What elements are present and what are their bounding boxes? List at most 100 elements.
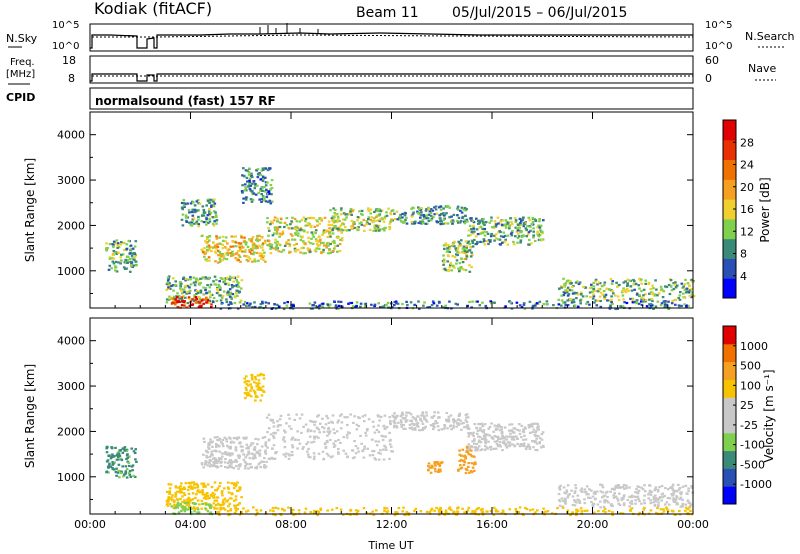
scatter-cell <box>170 499 174 502</box>
scatter-cell <box>187 485 191 488</box>
scatter-cell <box>112 468 116 471</box>
scatter-cell <box>291 216 294 219</box>
scatter-cell <box>109 457 113 460</box>
scatter-cell <box>331 227 335 230</box>
scatter-cell <box>448 245 451 248</box>
scatter-cell <box>464 214 467 217</box>
scatter-cell <box>221 438 225 442</box>
scatter-cell <box>438 463 441 466</box>
scatter-cell <box>428 510 431 513</box>
scatter-cell <box>472 463 476 466</box>
scatter-cell <box>355 428 359 431</box>
scatter-cell <box>208 212 211 215</box>
scatter-cell <box>284 455 287 458</box>
scatter-cell <box>640 290 643 293</box>
scatter-cell <box>573 491 577 495</box>
scatter-cell <box>433 467 437 470</box>
scatter-cell <box>638 277 641 280</box>
scatter-cell <box>248 187 252 190</box>
scatter-cell <box>510 435 513 438</box>
scatter-cell <box>649 291 653 294</box>
scatter-cell <box>458 453 462 456</box>
scatter-cell <box>215 215 218 218</box>
scatter-cell <box>528 509 532 512</box>
scatter-cell <box>257 438 260 441</box>
scatter-cell <box>614 294 617 297</box>
scatter-cell <box>244 386 248 389</box>
scatter-cell <box>228 436 231 439</box>
scatter-cell <box>504 219 508 222</box>
scatter-cell <box>312 217 316 220</box>
scatter-cell <box>563 501 567 504</box>
scatter-cell <box>124 258 127 261</box>
scatter-cell <box>194 289 197 292</box>
scatter-cell <box>247 185 250 188</box>
scatter-cell <box>270 179 274 182</box>
scatter-cell <box>479 449 483 452</box>
scatter-cell <box>640 300 643 303</box>
scatter-cell <box>382 425 385 428</box>
scatter-cell <box>257 259 260 262</box>
scatter-cell <box>359 302 363 305</box>
scatter-cell <box>244 183 247 186</box>
scatter-cell <box>681 502 685 505</box>
scatter-cell <box>182 198 186 202</box>
scatter-cell <box>180 282 183 285</box>
scatter-cell <box>197 306 201 309</box>
scatter-cell <box>220 458 223 461</box>
scatter-cell <box>419 510 423 513</box>
scatter-cell <box>565 490 569 493</box>
scatter-cell <box>195 277 198 280</box>
scatter-cell <box>235 483 238 487</box>
scatter-cell <box>221 243 225 246</box>
scatter-cell <box>375 444 379 447</box>
scatter-cell <box>336 236 340 239</box>
scatter-cell <box>248 179 251 182</box>
scatter-cell <box>266 446 269 449</box>
scatter-cell <box>192 222 196 225</box>
scatter-cell <box>127 239 131 242</box>
scatter-cell <box>498 437 502 440</box>
power-scatter <box>105 167 696 311</box>
scatter-cell <box>492 447 496 450</box>
scatter-cell <box>483 436 487 439</box>
scatter-cell <box>578 501 581 504</box>
scatter-cell <box>612 496 616 499</box>
scatter-cell <box>663 306 667 309</box>
scatter-cell <box>210 441 214 444</box>
scatter-cell <box>106 446 109 449</box>
scatter-cell <box>276 226 280 229</box>
scatter-cell <box>405 411 408 414</box>
scatter-cell <box>254 376 257 379</box>
colorbar-tick-label: 1000 <box>740 340 768 353</box>
scatter-cell <box>131 464 135 467</box>
scatter-cell <box>196 506 199 509</box>
scatter-cell <box>483 227 487 231</box>
scatter-cell <box>233 302 237 305</box>
scatter-cell <box>677 296 680 300</box>
scatter-cell <box>654 511 658 514</box>
scatter-cell <box>678 294 682 297</box>
scatter-cell <box>250 442 253 445</box>
scatter-cell <box>246 304 249 307</box>
scatter-cell <box>215 244 218 247</box>
scatter-cell <box>373 210 376 214</box>
scatter-cell <box>232 245 235 248</box>
scatter-cell <box>129 475 133 478</box>
scatter-cell <box>447 418 451 421</box>
scatter-cell <box>620 497 624 500</box>
scatter-cell <box>534 511 537 514</box>
scatter-cell <box>205 259 209 262</box>
scatter-cell <box>265 195 269 199</box>
scatter-cell <box>272 425 276 428</box>
scatter-cell <box>202 482 206 485</box>
scatter-cell <box>391 209 395 212</box>
scatter-cell <box>451 265 455 268</box>
scatter-cell <box>302 252 305 255</box>
scatter-cell <box>463 219 467 222</box>
scatter-cell <box>248 248 251 252</box>
scatter-cell <box>488 221 491 224</box>
scatter-cell <box>575 511 578 514</box>
scatter-cell <box>591 505 595 508</box>
